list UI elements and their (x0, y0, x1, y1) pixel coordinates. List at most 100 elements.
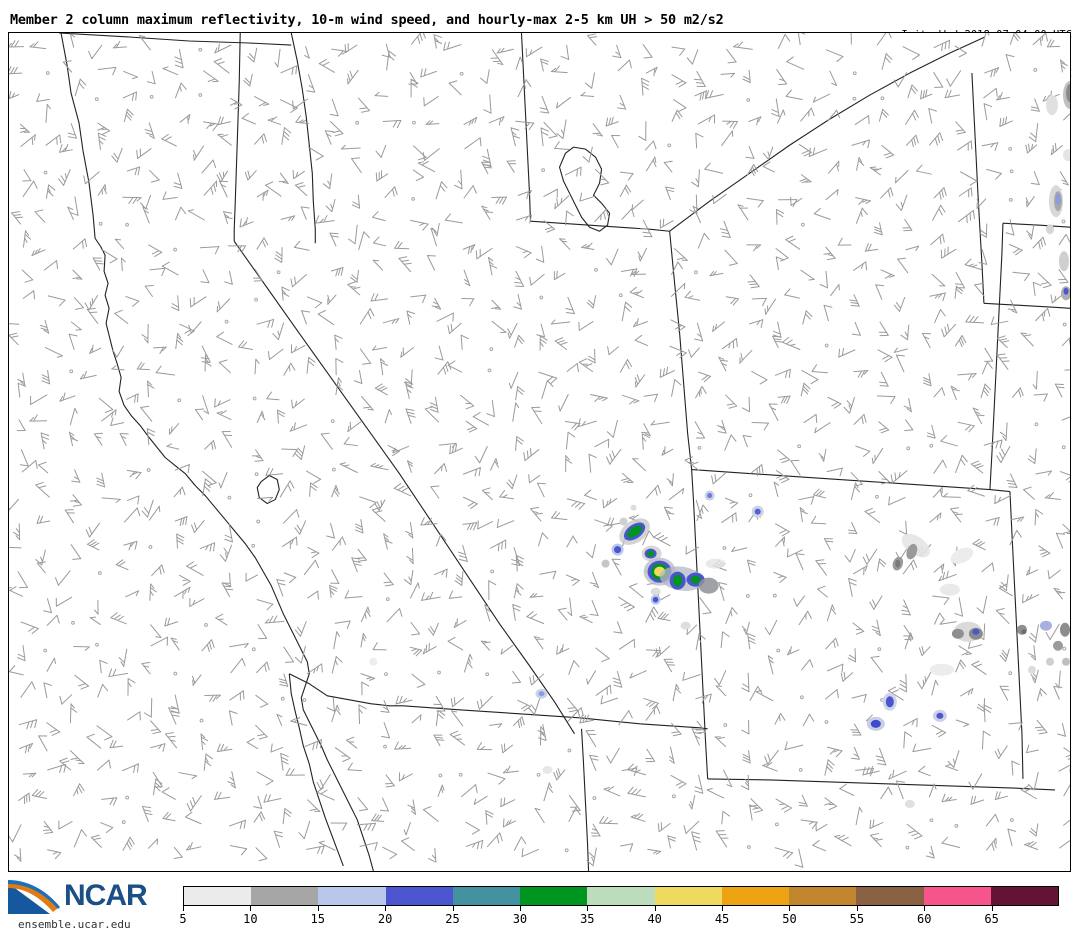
wind-barb (968, 773, 983, 790)
wind-barb-calm (747, 845, 751, 849)
wind-barb (1005, 219, 1015, 236)
wind-barb (59, 757, 72, 771)
wind-barb (946, 70, 962, 87)
wind-barb (340, 144, 361, 150)
wind-barb (114, 309, 129, 325)
wind-barb (306, 74, 316, 93)
wind-barb (814, 422, 831, 434)
wind-barb (306, 663, 323, 675)
wind-barb (870, 655, 883, 673)
wind-barb (383, 572, 394, 587)
wind-barb (450, 697, 464, 708)
wind-barb (174, 464, 190, 474)
wind-barb (659, 366, 675, 378)
wind-barb (267, 116, 281, 125)
wind-barb (254, 358, 260, 375)
wind-barb (179, 114, 191, 124)
wind-barb (201, 159, 217, 174)
wind-barb (507, 323, 518, 339)
wind-barb (123, 70, 139, 80)
wind-barb (280, 752, 289, 771)
wind-barb (641, 433, 651, 450)
wind-barb (1028, 624, 1039, 643)
wind-barb-calm (1008, 146, 1013, 151)
wind-barb (244, 170, 257, 181)
wind-barb (825, 637, 839, 650)
wind-barb (501, 743, 514, 754)
wind-barb (335, 377, 344, 396)
wind-barb (1034, 719, 1048, 735)
wind-barb (1032, 236, 1046, 250)
wind-barb (954, 285, 964, 299)
wind-barb (120, 257, 126, 272)
wind-barb (551, 510, 568, 521)
wind-barb (726, 48, 737, 64)
wind-barb (1005, 54, 1015, 72)
wind-barb (530, 506, 543, 522)
wind-barb (1063, 819, 1070, 826)
wind-barb (940, 246, 957, 259)
wind-barb (958, 187, 973, 198)
wind-barb (666, 473, 674, 487)
wind-barb (69, 407, 78, 426)
wind-barb (54, 570, 71, 586)
wind-barb (398, 256, 412, 273)
wind-barb (587, 33, 598, 46)
weather-map-panel[interactable] (8, 32, 1071, 872)
wind-barb (307, 146, 324, 161)
wind-barb (877, 349, 893, 363)
wind-barb (827, 663, 844, 673)
wind-barb (294, 621, 307, 637)
wind-barb (839, 783, 855, 796)
wind-barb (634, 374, 646, 388)
wind-barb (254, 133, 267, 145)
wind-barb (67, 206, 74, 220)
wind-barb (18, 719, 38, 730)
wind-barb (978, 249, 988, 265)
wind-barb (971, 660, 987, 675)
colorbar-segment (789, 887, 857, 905)
wind-barb (255, 724, 268, 740)
wind-barb (463, 116, 478, 126)
wind-barb (695, 720, 706, 734)
wind-barb (714, 736, 727, 748)
wind-barb (528, 474, 541, 484)
ncar-logo[interactable]: NCAR ensemble.ucar.edu (6, 878, 171, 934)
wind-barb (141, 499, 154, 518)
wind-barb (20, 134, 36, 147)
wind-barb-calm (798, 768, 803, 772)
wind-barb (903, 718, 918, 728)
colorbar-tick-label: 45 (714, 912, 730, 926)
wind-barb (590, 393, 608, 403)
wind-barb (47, 763, 67, 774)
wind-barb (721, 512, 737, 524)
wind-barb (9, 665, 24, 676)
wind-barb (931, 273, 946, 287)
wind-barb-calm (173, 671, 178, 676)
wind-barb (186, 842, 202, 851)
wind-barb (515, 436, 524, 451)
wind-barb (1030, 170, 1040, 186)
wind-barb (228, 710, 238, 726)
wind-barb (725, 296, 739, 306)
wind-barb (216, 410, 232, 421)
wind-barb (772, 321, 782, 338)
wind-barb (998, 583, 1013, 597)
wind-barb (423, 96, 439, 107)
wind-barb (747, 559, 756, 573)
wind-barb (776, 69, 788, 86)
wind-barb (784, 741, 804, 751)
wind-barb (384, 186, 398, 198)
wind-barb (447, 360, 463, 373)
wind-barb (630, 812, 646, 822)
reflectivity-colorbar[interactable] (183, 886, 1059, 906)
wind-barb (990, 316, 1009, 326)
wind-barb (895, 169, 909, 184)
wind-barb (566, 697, 578, 713)
wind-barb (508, 371, 519, 389)
wind-barb (410, 621, 421, 636)
wind-barb (101, 797, 118, 806)
wind-barb (777, 109, 786, 124)
wind-barb (696, 504, 709, 522)
wind-barb (83, 171, 100, 185)
